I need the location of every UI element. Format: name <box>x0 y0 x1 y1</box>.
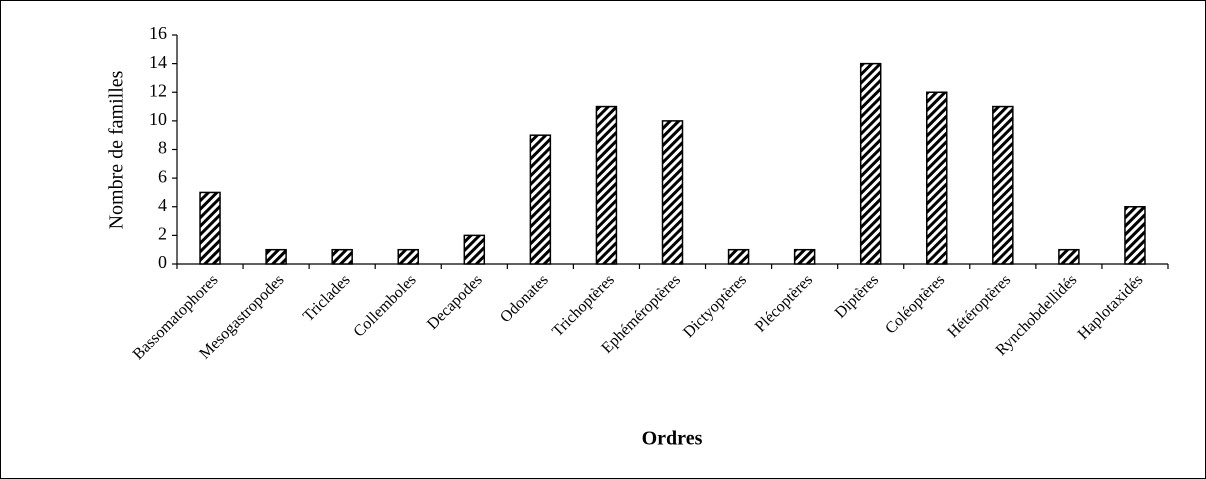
bar <box>265 248 287 265</box>
y-tick-label: 14 <box>149 52 167 72</box>
bar <box>859 62 882 265</box>
bar <box>595 105 618 265</box>
y-tick-label: 12 <box>149 80 167 100</box>
bar <box>926 91 948 265</box>
y-tick-label: 10 <box>149 109 167 129</box>
bar <box>992 105 1014 265</box>
y-tick-label: 6 <box>158 166 167 186</box>
y-axis-title: Nombre de familles <box>106 70 128 229</box>
bar <box>661 120 684 265</box>
y-tick-label: 4 <box>158 195 167 215</box>
y-tick-label: 2 <box>158 224 167 244</box>
bar <box>331 248 353 265</box>
bar <box>397 248 419 265</box>
bar <box>199 191 221 265</box>
bar <box>1124 206 1146 265</box>
y-tick-label: 8 <box>158 138 167 158</box>
x-axis-title: Ordres <box>642 428 703 450</box>
bar <box>793 248 816 265</box>
y-tick-label: 0 <box>158 252 167 272</box>
bar <box>727 248 750 265</box>
bar <box>1058 248 1080 265</box>
y-tick-label: 16 <box>149 23 167 43</box>
bar <box>463 234 486 265</box>
bar <box>529 134 552 265</box>
